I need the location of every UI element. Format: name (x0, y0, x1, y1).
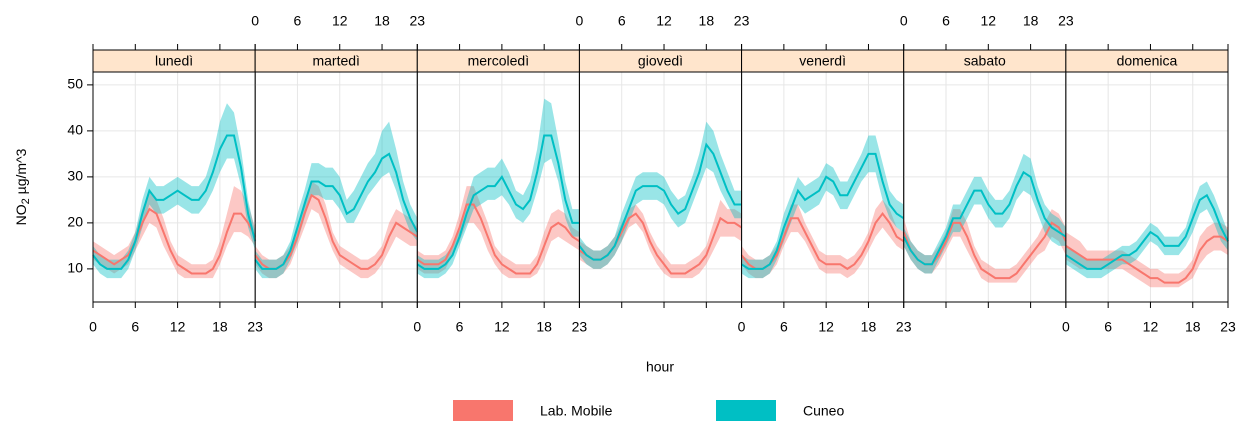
y-tick-label: 20 (67, 214, 83, 230)
x-tick-label: 18 (536, 319, 552, 335)
y-axis-label: NO2 µg/m^3 (13, 148, 32, 225)
series-line (902, 170, 1067, 266)
x-axis-label: hour (646, 359, 674, 375)
series-line (578, 142, 742, 261)
panel-title: domenica (1117, 53, 1178, 69)
series-line (92, 207, 257, 275)
x-tick-label: 12 (494, 319, 510, 335)
y-tick-label: 30 (67, 168, 83, 184)
confidence-band (579, 199, 742, 279)
y-label-main: NO (13, 204, 29, 225)
panel-title: mercoledì (468, 53, 529, 69)
confidence-band (903, 209, 1066, 283)
y-label-rest: µg/m^3 (13, 148, 29, 198)
x-tick-label: 18 (1023, 13, 1039, 29)
legend-swatch (716, 400, 776, 421)
x-tick-label: 12 (170, 319, 186, 335)
x-tick-label: 23 (734, 13, 750, 29)
confidence-band (903, 153, 1066, 274)
panel-title: lunedì (155, 53, 193, 69)
x-tick-label: 6 (456, 319, 464, 335)
x-tick-label: 0 (576, 13, 584, 29)
x-tick-label: 6 (1104, 319, 1112, 335)
panel-frame (1065, 71, 1229, 303)
confidence-band (579, 121, 742, 269)
x-tick-label: 18 (374, 13, 390, 29)
confidence-band (741, 199, 904, 279)
legend-swatch (453, 400, 513, 421)
y-tick-label: 40 (67, 122, 83, 138)
confidence-band (1065, 222, 1228, 288)
x-tick-label: 0 (89, 319, 97, 335)
legend-label: Cuneo (803, 403, 844, 419)
x-tick-label: 18 (699, 13, 715, 29)
x-tick-label: 12 (818, 319, 834, 335)
x-tick-label: 12 (656, 13, 672, 29)
x-tick-label: 23 (409, 13, 425, 29)
series-line (416, 203, 580, 275)
panel-title: giovedì (638, 53, 683, 69)
x-tick-label: 0 (1062, 319, 1070, 335)
x-tick-label: 6 (780, 319, 788, 335)
y-tick-label: 50 (67, 76, 83, 92)
series-line (254, 152, 419, 270)
legend-label: Lab. Mobile (540, 403, 613, 419)
panel-title: sabato (964, 53, 1006, 69)
series-line (1065, 235, 1229, 284)
series-line (92, 134, 257, 270)
y-label-sub: 2 (20, 198, 32, 204)
x-tick-label: 6 (942, 13, 950, 29)
panel-title: martedì (312, 53, 359, 69)
confidence-band (1065, 181, 1228, 279)
x-tick-label: 23 (1058, 13, 1074, 29)
x-tick-label: 23 (896, 319, 912, 335)
confidence-band (255, 181, 418, 279)
y-tick-label: 10 (67, 260, 83, 276)
x-tick-label: 0 (413, 319, 421, 335)
x-tick-label: 6 (618, 13, 626, 29)
x-tick-label: 0 (900, 13, 908, 29)
x-tick-label: 12 (981, 13, 997, 29)
confidence-band (93, 103, 256, 279)
series-line (1065, 193, 1229, 270)
series-line (741, 152, 905, 270)
panel-title: venerdì (799, 53, 846, 69)
x-tick-label: 18 (861, 319, 877, 335)
confidence-band (417, 186, 580, 279)
x-tick-label: 0 (251, 13, 259, 29)
x-tick-label: 12 (1143, 319, 1159, 335)
x-tick-label: 23 (572, 319, 588, 335)
x-tick-label: 18 (212, 319, 228, 335)
x-tick-label: 12 (332, 13, 348, 29)
x-tick-label: 6 (294, 13, 302, 29)
x-tick-label: 23 (247, 319, 263, 335)
x-tick-label: 18 (1185, 319, 1201, 335)
x-tick-label: 0 (738, 319, 746, 335)
x-tick-label: 23 (1220, 319, 1236, 335)
series-line (416, 134, 580, 270)
x-tick-label: 6 (131, 319, 139, 335)
